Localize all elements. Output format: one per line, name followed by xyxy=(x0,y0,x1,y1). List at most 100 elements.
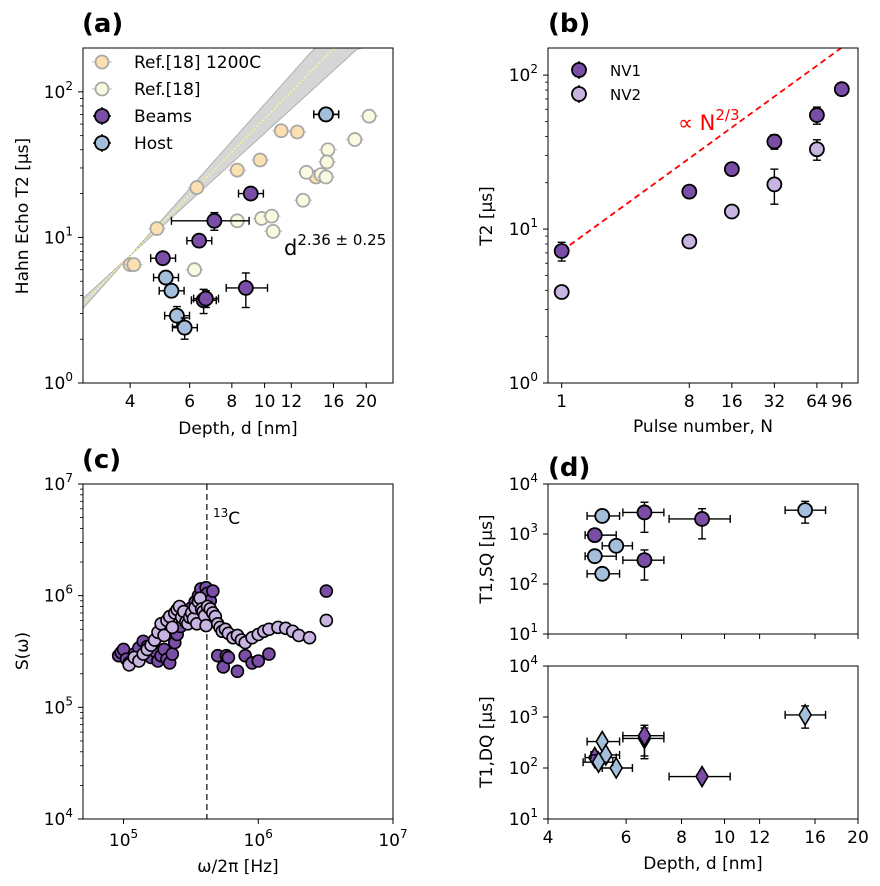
ref-point xyxy=(318,169,334,185)
panel-c-ytick-base: 10 xyxy=(44,698,66,718)
panel-d-ytick-base: 10 xyxy=(509,759,531,779)
nv1-spectrum-point xyxy=(206,584,220,598)
ref1200c-point xyxy=(126,257,142,273)
beam-sq-point xyxy=(586,527,603,544)
panel-d-ytick-base: 10 xyxy=(509,708,531,728)
panel-d-top-ylabel: T1,SQ [µs] xyxy=(477,514,497,604)
ref-point xyxy=(295,192,311,208)
legend-label: Host xyxy=(134,134,173,154)
panel-d-ytick-exponent: 1 xyxy=(530,621,538,635)
legend-label: NV2 xyxy=(610,86,641,104)
panel-d-ytick-exponent: 4 xyxy=(530,471,538,485)
panel-d-ytick-label: 104 xyxy=(509,653,538,677)
panel-c-xtick-label: 105 xyxy=(109,827,138,851)
ref-point xyxy=(320,142,336,158)
panel-b-ylabel: T2 [µs] xyxy=(477,186,497,247)
nv1-spectrum-point xyxy=(221,650,236,665)
beam-dq-point xyxy=(695,764,709,789)
panel-a-fit-annotation: d2.36 ± 0.25 xyxy=(284,231,386,260)
panel-b-ytick-exponent: 0 xyxy=(530,370,538,384)
beam-sq-point xyxy=(636,552,653,569)
panel-d-ytick-base: 10 xyxy=(509,525,531,545)
beam-dq-point xyxy=(637,724,652,748)
panel-a-xtick-label: 4 xyxy=(125,392,136,412)
panel-c-xtick-base: 10 xyxy=(109,831,131,851)
nv1-point xyxy=(833,81,850,98)
panel-a-frame xyxy=(82,47,394,384)
panel-c-ytick-label: 107 xyxy=(44,471,73,495)
panel-b-ytick-base: 10 xyxy=(509,220,531,240)
panel-a-xtick-label: 20 xyxy=(355,392,377,412)
panel-d-ytick-label: 101 xyxy=(509,806,538,830)
nv1-spectrum-point xyxy=(230,664,245,679)
panel-c-xtick-exponent: 5 xyxy=(131,827,139,841)
panel-c-ytick-label: 105 xyxy=(44,694,73,718)
nv1-spectrum-point xyxy=(165,647,180,661)
panel-b-xtick-label: 16 xyxy=(721,392,743,412)
host-sq-point xyxy=(608,537,625,554)
panel-c-xlabel: ω/2π [Hz] xyxy=(197,857,278,877)
panel-d-ytick-exponent: 3 xyxy=(530,704,538,718)
nv1-point xyxy=(723,161,740,178)
panel-b-ytick-exponent: 1 xyxy=(530,216,538,230)
panel-c-xtick-label: 107 xyxy=(378,827,407,851)
ref-point xyxy=(319,154,335,170)
beam-point xyxy=(191,232,208,249)
panel-d-xtick-label: 10 xyxy=(714,828,736,848)
panel-c-data xyxy=(111,484,334,819)
panel-d-ytick-label: 102 xyxy=(509,571,538,595)
panel-c-ytick-base: 10 xyxy=(44,587,66,607)
panel-c-ylabel: S(ω) xyxy=(13,632,33,670)
panel-a-xtick-label: 6 xyxy=(184,392,195,412)
panel-d-ytick-exponent: 4 xyxy=(530,653,538,667)
panel-b-ytick-label: 101 xyxy=(509,216,538,240)
panel-b-ytick-label: 102 xyxy=(509,62,538,86)
panel-b-ytick-base: 10 xyxy=(509,66,531,86)
ref1200c-point xyxy=(289,124,305,140)
panel-b-xtick-label: 32 xyxy=(764,392,786,412)
nv1-spectrum-point xyxy=(251,654,266,668)
legend-label: Ref.[18] 1200C xyxy=(134,53,261,73)
panel-a-ytick-base: 10 xyxy=(44,228,66,248)
panel-a-xtick-label: 12 xyxy=(281,392,303,412)
panel-a-xlabel: Depth, d [nm] xyxy=(178,419,297,439)
nv1-spectrum-point xyxy=(262,647,276,661)
scaling-line xyxy=(561,47,842,252)
host-sq-point xyxy=(594,508,611,524)
panel-c-ytick-exponent: 5 xyxy=(65,694,73,708)
panel-c-ytick-exponent: 4 xyxy=(65,806,73,820)
panel-d-ytick-label: 101 xyxy=(509,621,538,645)
host-sq-point xyxy=(594,565,611,582)
host-point xyxy=(157,269,174,286)
nv1-point xyxy=(766,133,783,150)
panel-d-top-frame xyxy=(547,483,859,635)
panel-b-xtick-label: 1 xyxy=(556,392,567,412)
panel-b-ytick-base: 10 xyxy=(509,374,531,394)
panel-d-ytick-label: 103 xyxy=(509,704,538,728)
panel-a-data xyxy=(121,106,379,340)
panel-d-ytick-base: 10 xyxy=(509,625,531,645)
ref1200c-point xyxy=(273,123,289,139)
panel-d-ytick-exponent: 2 xyxy=(530,755,538,769)
legend-label: Ref.[18] xyxy=(134,80,201,100)
panel-a-ytick-label: 100 xyxy=(44,370,73,394)
legend-marker xyxy=(94,54,110,70)
panel-d-ytick-label: 102 xyxy=(509,755,538,779)
panel-b-xtick-label: 8 xyxy=(684,392,695,412)
ref-point xyxy=(265,223,281,239)
panel-b-xtick-label: 96 xyxy=(831,392,853,412)
panel-d-xtick-label: 12 xyxy=(749,828,771,848)
panel-d-ytick-label: 104 xyxy=(509,471,538,495)
panel-d-xtick-label: 8 xyxy=(676,828,687,848)
nv2-spectrum-point xyxy=(157,628,171,643)
panel-c-ytick-base: 10 xyxy=(44,475,66,495)
nv2-point xyxy=(723,203,740,220)
panel-b-xtick-label: 64 xyxy=(806,392,828,412)
